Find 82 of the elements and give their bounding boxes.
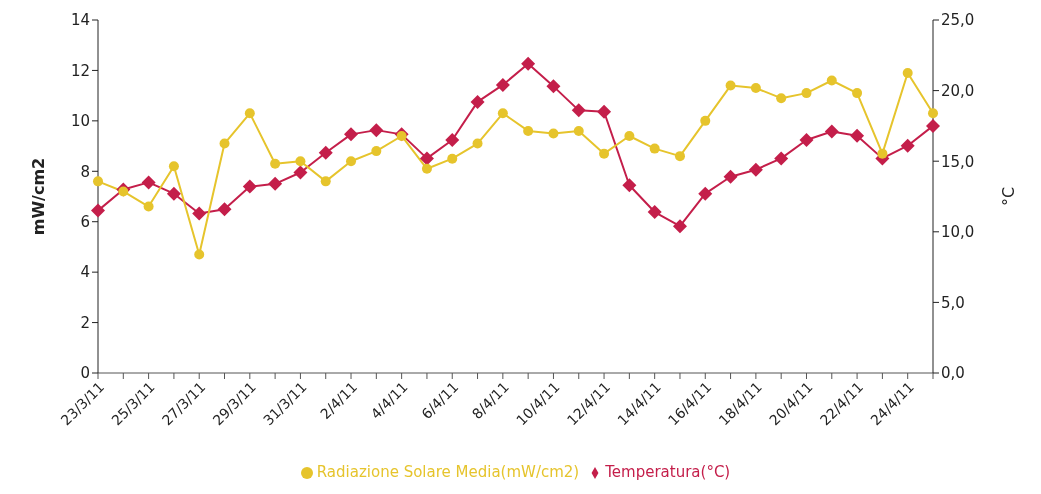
point [900,138,915,153]
point [571,103,586,118]
point [320,176,331,187]
point [750,83,761,94]
point [346,156,357,167]
point [928,108,938,119]
y-tick-label: 10 [70,112,90,131]
point [295,156,306,167]
point [902,67,913,78]
point [344,127,359,142]
point [672,219,687,234]
point [877,148,888,159]
y2-tick-label: 15,0 [941,152,975,171]
point [523,125,534,136]
point [548,128,559,139]
point [824,124,839,139]
point [723,169,738,184]
point [270,158,281,169]
point [649,143,660,154]
y-tick-label: 12 [70,61,90,80]
point [421,163,432,174]
point [647,205,662,220]
point [674,151,685,162]
point [597,104,612,119]
y-tick-label: 14 [70,11,90,30]
point [472,138,483,149]
y2-tick-label: 25,0 [941,11,975,30]
point [219,138,230,149]
point [217,202,232,217]
point [850,128,865,143]
point [93,176,103,187]
point [293,165,308,180]
point [91,203,105,218]
point [318,145,333,160]
point [194,249,205,260]
point [495,77,510,92]
y-tick-label: 4 [80,263,90,282]
point [573,125,584,136]
point [599,148,610,159]
point [698,186,713,201]
y-tick-label: 2 [80,313,90,332]
point [926,118,940,133]
point [826,75,837,86]
y2-tick-label: 20,0 [941,81,975,100]
point [748,162,763,177]
legend-label: Radiazione Solare Media(mW/cm2) [316,463,580,481]
point [118,186,129,197]
point [445,133,460,148]
point [470,94,485,109]
point [546,79,561,94]
point [774,151,789,166]
y-tick-label: 8 [80,162,90,181]
y2-tick-label: 5,0 [941,293,965,312]
point [141,175,156,190]
point [192,206,207,221]
point [624,130,635,141]
point [166,186,181,201]
point [801,88,812,99]
legend-label: Temperatura(°C) [605,463,731,481]
point [268,176,283,191]
y2-tick-label: 10,0 [941,223,975,242]
point [371,146,382,157]
point [521,56,536,71]
y2-axis-title: °C [998,186,1018,207]
point [799,133,814,148]
point [369,123,384,138]
point [725,80,736,91]
point [244,108,255,119]
point [497,108,508,119]
point [622,178,637,193]
y-tick-label: 0 [80,364,90,383]
y-tick-label: 6 [80,213,90,232]
y2-tick-label: 0,0 [941,364,965,383]
point [700,115,711,126]
point [852,88,863,99]
point [168,161,179,172]
point [242,179,257,194]
point [447,153,458,164]
point [776,93,787,104]
y-axis-title: mW/cm2 [28,157,48,236]
point [143,201,154,212]
point [419,151,434,166]
